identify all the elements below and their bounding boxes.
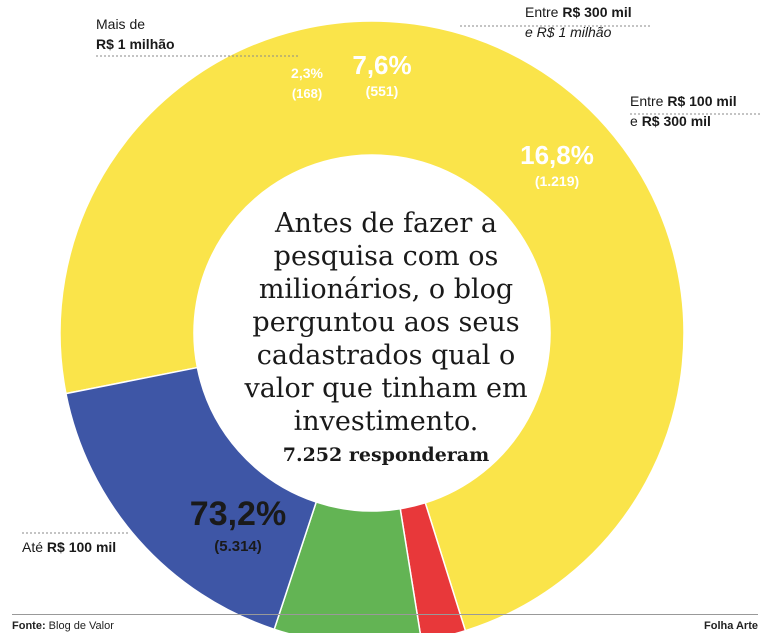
slice-labels: 73,2% (5.314) 2,3% (168) 7,6% (551) 16,8% (1.21… xyxy=(22,4,737,555)
center-text-line-0: Antes de fazer a xyxy=(274,208,497,239)
slice-1-value: 2,3% xyxy=(291,65,323,81)
category-label-1-line2: R$ 1 milhão xyxy=(96,36,175,52)
slice-3-value: 16,8% xyxy=(520,140,594,170)
source-note: Fonte: Blog de Valor xyxy=(12,620,114,632)
slice-0 xyxy=(59,20,685,632)
center-text-line-4: cadastrados qual o xyxy=(257,340,516,371)
category-label-0: Até R$ 100 mil xyxy=(22,539,116,555)
slice-0-value: 73,2% xyxy=(190,495,286,533)
source-label: Fonte: xyxy=(12,620,46,632)
slice-3 xyxy=(65,366,318,631)
credit: Folha Arte xyxy=(704,620,758,632)
category-label-2-line2: e R$ 1 milhão xyxy=(525,24,612,40)
center-text-line-5: valor que tinham em xyxy=(243,373,527,404)
category-label-1-line1: Mais de xyxy=(96,16,145,32)
footer-divider xyxy=(12,614,758,615)
slice-1-count: (168) xyxy=(292,86,322,101)
donut-slices xyxy=(59,20,685,633)
center-text-line-6: investimento. xyxy=(294,406,479,437)
center-text-line-1: pesquisa com os xyxy=(274,241,499,272)
center-text-line-2: milionários, o blog xyxy=(259,274,513,305)
source-value: Blog de Valor xyxy=(48,620,114,632)
category-label-3-line2: e R$ 300 mil xyxy=(630,113,711,129)
slice-0-count: (5.314) xyxy=(214,538,262,555)
category-label-2-line1: Entre R$ 300 mil xyxy=(525,4,632,20)
center-total: 7.252 responderam xyxy=(283,444,489,466)
leader-lines xyxy=(22,25,760,534)
center-text-line-3: perguntou aos seus xyxy=(252,307,519,338)
slice-2-value: 7,6% xyxy=(352,50,411,80)
slice-2-count: (551) xyxy=(366,83,399,99)
slice-3-count: (1.219) xyxy=(535,173,579,189)
category-label-3-line1: Entre R$ 100 mil xyxy=(630,93,737,109)
